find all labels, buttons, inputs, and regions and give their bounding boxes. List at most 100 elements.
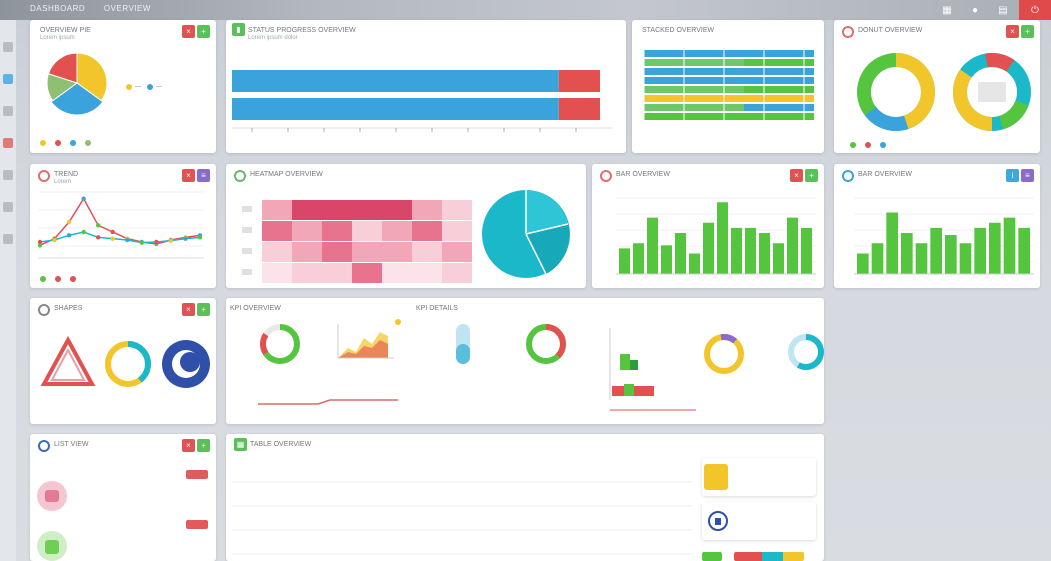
brand-item[interactable]: DASHBOARD — [30, 4, 86, 13]
heatmap-pie — [482, 190, 570, 278]
menu-icon[interactable]: ≡ — [1021, 169, 1034, 182]
legend-dot — [70, 140, 76, 146]
card-title: KPI DETAILS — [416, 305, 458, 312]
user-icon[interactable]: ● — [971, 4, 979, 16]
close-icon[interactable]: × — [790, 169, 803, 182]
grid-icon[interactable]: ▦ — [942, 4, 952, 16]
bar-card-2: BAR OVERVIEW i ≡ — [834, 164, 1040, 288]
heatmap-cell — [262, 200, 292, 220]
line-point — [66, 219, 72, 225]
table-grid — [232, 481, 692, 555]
donut-card: DONUT OVERVIEW × + — [834, 20, 1040, 153]
moon-icon — [162, 340, 210, 388]
status-pill — [186, 470, 208, 479]
card-title: LIST VIEW — [54, 441, 89, 448]
expand-icon[interactable]: + — [805, 169, 818, 182]
close-icon[interactable]: × — [182, 25, 195, 38]
info-icon[interactable]: i — [1006, 169, 1019, 182]
pie-card: OVERVIEW PIE Lorem ipsum × + — — — [30, 20, 216, 153]
heatmap-row-label — [242, 227, 252, 233]
sidebar-home-icon[interactable] — [3, 42, 13, 52]
card-title: OVERVIEW PIE — [40, 27, 91, 34]
gauge-icon — [105, 341, 151, 387]
stacked-row-highlight — [744, 95, 814, 102]
heatmap-card: HEATMAP OVERVIEW — [226, 164, 586, 288]
pie-slice — [47, 52, 78, 84]
line-series — [39, 231, 201, 244]
close-icon[interactable]: × — [182, 169, 195, 182]
brand: DASHBOARD OVERVIEW — [30, 4, 167, 13]
card-title: STACKED OVERVIEW — [642, 27, 715, 34]
sidebar-chart-icon[interactable] — [3, 74, 13, 84]
donut-chart — [953, 53, 1031, 131]
heatmap-row-label — [242, 206, 252, 212]
sidebar-users-icon[interactable] — [3, 202, 13, 212]
heatmap-cell — [412, 242, 442, 262]
stacked-row-segment — [644, 86, 744, 93]
heatmap-cell — [442, 242, 472, 262]
pie-bottom-legend — [40, 140, 94, 146]
legend-dot — [85, 140, 91, 146]
capsule-icon — [456, 324, 470, 364]
line-point — [154, 239, 159, 245]
avatar — [37, 531, 67, 561]
stacked-row — [644, 77, 814, 84]
heatmap-cell — [292, 221, 322, 241]
sidebar-list-icon[interactable] — [3, 106, 13, 116]
power-icon[interactable]: ⏻ — [1019, 0, 1051, 20]
expand-icon[interactable]: + — [197, 25, 210, 38]
expand-icon[interactable]: + — [197, 303, 210, 316]
bar-chart — [616, 197, 816, 275]
kpi-ring — [704, 334, 744, 374]
bar — [930, 227, 942, 274]
heatmap-cell — [382, 200, 412, 220]
card-title: SHAPES — [54, 305, 83, 312]
heatmap-cell — [352, 242, 382, 262]
card-title: TABLE OVERVIEW — [250, 441, 312, 448]
bar-card-1: BAR OVERVIEW × + — [592, 164, 824, 288]
heatmap-cell — [412, 263, 442, 283]
pie-slice — [76, 52, 108, 102]
summary-tile[interactable] — [702, 458, 816, 496]
status-chip[interactable] — [702, 552, 722, 561]
close-icon[interactable]: × — [1006, 25, 1019, 38]
sidebar-docs-icon[interactable] — [3, 234, 13, 244]
expand-icon[interactable]: + — [197, 439, 210, 452]
line-point — [110, 236, 115, 241]
close-icon[interactable]: × — [182, 439, 195, 452]
expand-icon[interactable]: + — [1021, 25, 1034, 38]
menu-icon[interactable]: ≡ — [197, 169, 210, 182]
heatmap-cell — [442, 263, 472, 283]
card-title: BAR OVERVIEW — [616, 171, 670, 178]
avatar — [37, 481, 67, 511]
status-bar — [734, 552, 804, 561]
brand-item[interactable]: OVERVIEW — [103, 4, 151, 13]
heatmap-cell — [352, 200, 382, 220]
line-point — [125, 237, 130, 243]
bar — [759, 233, 770, 274]
bar-chart — [854, 197, 1034, 275]
bar — [731, 227, 742, 274]
bar — [647, 217, 658, 274]
table-icon[interactable]: ▦ — [234, 438, 247, 451]
mini-line — [258, 399, 398, 405]
file-icon[interactable]: ▤ — [998, 4, 1008, 16]
sidebar-settings-icon[interactable] — [3, 170, 13, 180]
sidebar-alert-icon[interactable] — [3, 138, 13, 148]
summary-tile[interactable] — [702, 502, 816, 540]
pie-slice — [50, 82, 104, 116]
bar — [857, 253, 869, 274]
card-subtitle: Lorem — [54, 179, 72, 185]
bar — [1018, 227, 1030, 274]
stacked-row — [644, 50, 814, 57]
line-point — [66, 233, 72, 238]
heatmap-cell — [382, 242, 412, 262]
card-title: TREND — [54, 171, 79, 178]
chart-icon[interactable]: ▮ — [232, 23, 245, 36]
card-subtitle: Lorem ipsum — [40, 35, 75, 41]
bar — [661, 245, 672, 274]
close-icon[interactable]: × — [182, 303, 195, 316]
triangle-icon — [40, 335, 96, 386]
hbar-segment — [232, 98, 559, 120]
bar-card-icon — [600, 170, 612, 182]
